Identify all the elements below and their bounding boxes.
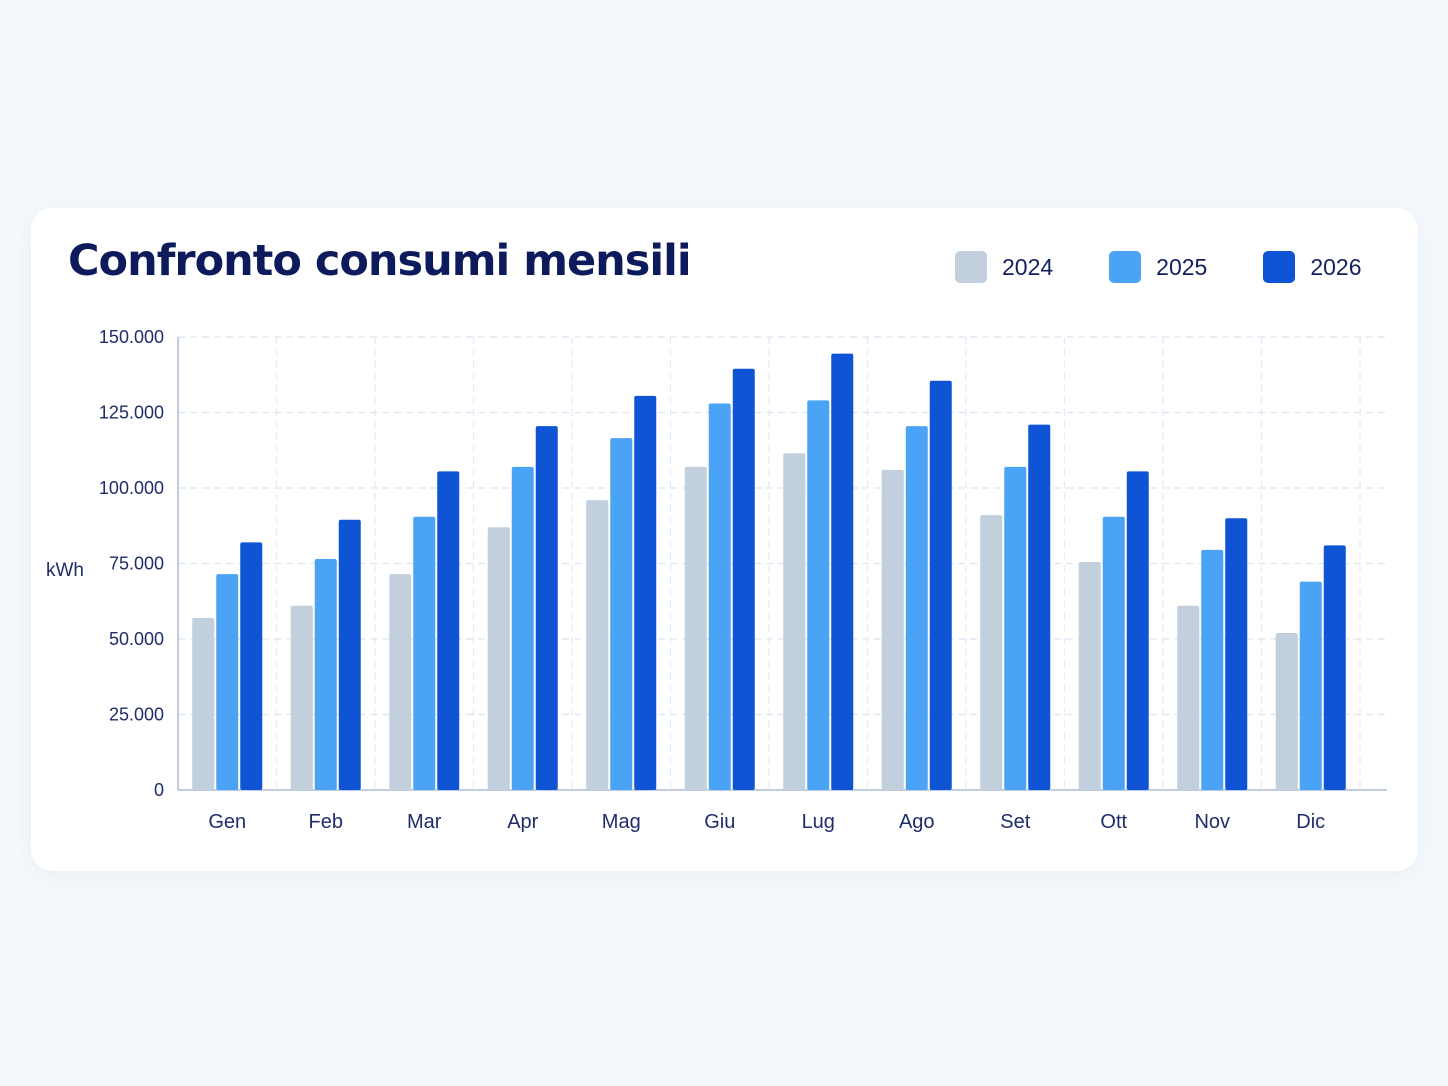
bar-2025-set: [1004, 466, 1027, 790]
y-tick-label: 50.000: [109, 629, 164, 649]
legend-swatch-2024: [955, 251, 987, 283]
bar-2026-nov: [1225, 518, 1248, 790]
bar-2024-mar: [389, 574, 412, 790]
y-tick-label: 150.000: [99, 327, 164, 347]
bar-2026-lug: [831, 353, 854, 790]
bar-2024-ago: [881, 469, 904, 790]
legend-label-2024: 2024: [1002, 253, 1054, 280]
chart-card: Confronto consumi mensili 2024 2025 2026…: [31, 208, 1418, 871]
bar-2025-giu: [708, 403, 731, 790]
legend-item-2026[interactable]: 2026: [1263, 251, 1362, 283]
bar-2024-lug: [783, 453, 806, 790]
bar-2024-nov: [1177, 605, 1200, 790]
bar-2025-apr: [511, 466, 534, 790]
chart-legend: 2024 2025 2026: [955, 251, 1362, 283]
bar-2026-dic: [1323, 545, 1346, 790]
x-tick-label: Mag: [602, 811, 641, 833]
bar-2025-mar: [413, 516, 436, 790]
x-tick-label: Dic: [1296, 811, 1325, 833]
chart-title: Confronto consumi mensili: [68, 236, 692, 286]
bar-2024-feb: [290, 605, 313, 790]
bar-2024-gen: [192, 617, 215, 790]
bar-2024-apr: [487, 527, 510, 790]
bar-2024-dic: [1275, 632, 1298, 790]
bar-2026-giu: [732, 368, 755, 790]
bar-2025-feb: [314, 558, 337, 790]
x-tick-label: Nov: [1194, 811, 1230, 833]
bar-2024-giu: [684, 466, 707, 790]
bar-2026-feb: [338, 519, 361, 790]
x-tick-label: Apr: [507, 811, 538, 833]
bar-2024-ott: [1078, 561, 1101, 790]
y-tick-label: 75.000: [109, 554, 164, 574]
legend-label-2026: 2026: [1310, 253, 1362, 280]
legend-swatch-2026: [1263, 251, 1296, 283]
bar-2026-mag: [634, 395, 657, 790]
x-tick-label: Mar: [407, 811, 442, 833]
x-tick-label: Ott: [1100, 811, 1127, 833]
bar-2026-set: [1028, 424, 1051, 790]
x-tick-label: Gen: [208, 811, 246, 833]
bar-2026-ago: [929, 380, 952, 790]
bar-2025-ott: [1102, 516, 1125, 790]
legend-label-2025: 2025: [1156, 253, 1208, 280]
bar-chart: 0 25.000 50.000 75.000 100.000 125.000 150.000…: [46, 327, 1387, 833]
bar-2024-mag: [586, 500, 609, 790]
bar-2026-gen: [240, 542, 263, 790]
x-tick-label: Ago: [899, 811, 935, 833]
bar-2024-set: [980, 515, 1003, 790]
y-axis-label: kWh: [46, 560, 84, 581]
legend-swatch-2025: [1109, 251, 1142, 283]
legend-item-2024[interactable]: 2024: [955, 251, 1053, 283]
x-tick-label: Set: [1000, 811, 1030, 833]
bar-2025-nov: [1201, 549, 1224, 790]
y-tick-label: 125.000: [99, 403, 164, 423]
bar-2025-ago: [905, 426, 928, 790]
bar-2025-lug: [807, 400, 830, 790]
y-tick-label: 25.000: [109, 705, 164, 725]
bar-2025-gen: [216, 574, 239, 790]
x-tick-label: Feb: [309, 811, 343, 833]
legend-item-2025[interactable]: 2025: [1109, 251, 1207, 283]
x-tick-label: Giu: [704, 811, 735, 833]
bar-2026-ott: [1126, 471, 1149, 790]
x-tick-label: Lug: [802, 811, 835, 833]
bar-2026-apr: [535, 426, 558, 790]
y-tick-label: 0: [154, 780, 164, 800]
bar-2026-mar: [437, 471, 460, 790]
bar-2025-dic: [1299, 581, 1322, 790]
bar-2025-mag: [610, 438, 633, 790]
y-tick-label: 100.000: [99, 478, 164, 498]
